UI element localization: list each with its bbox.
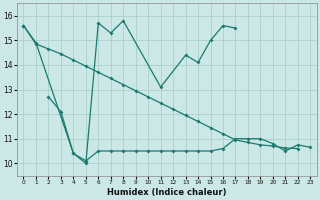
X-axis label: Humidex (Indice chaleur): Humidex (Indice chaleur) <box>107 188 227 197</box>
